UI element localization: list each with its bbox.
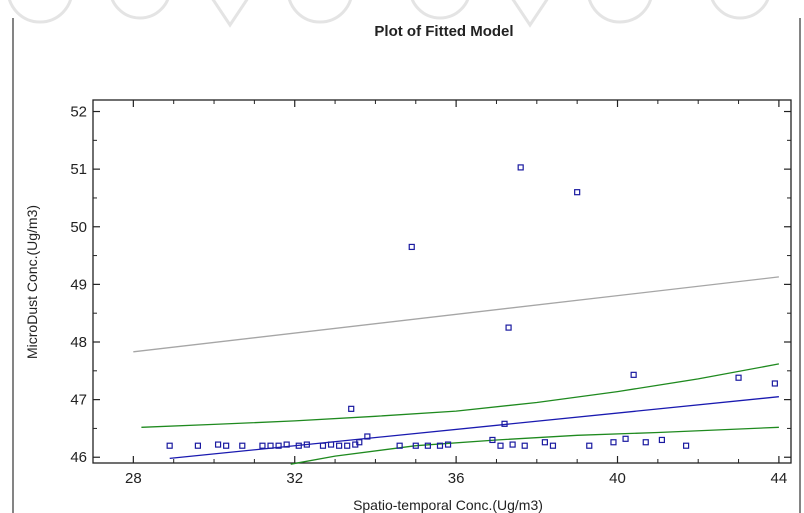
data-point: [771, 380, 778, 387]
data-point: [509, 441, 516, 448]
data-point: [214, 441, 222, 448]
y-tick-label: 47: [70, 392, 87, 409]
data-point: [267, 442, 274, 449]
prediction-upper-line: [133, 276, 779, 353]
data-point: [412, 442, 419, 449]
data-point: [574, 189, 581, 196]
data-point: [642, 439, 649, 446]
data-point: [497, 442, 504, 449]
x-tick-label: 28: [125, 470, 142, 487]
y-axis: 46 47 48 49 50 51 52: [70, 104, 791, 466]
data-point: [489, 436, 496, 444]
data-point: [610, 439, 617, 446]
x-tick-label: 32: [286, 470, 303, 487]
data-point: [424, 442, 431, 449]
data-point: [259, 442, 266, 449]
y-axis-label: MicroDust Conc.(Ug/m3): [24, 205, 40, 359]
data-point: [630, 371, 637, 378]
data-point: [356, 439, 363, 446]
data-point: [239, 442, 246, 449]
data-point: [364, 433, 371, 440]
data-point: [336, 442, 343, 449]
data-point: [166, 442, 173, 449]
data-point: [348, 405, 355, 412]
data-point: [501, 420, 508, 427]
confidence-lower-line: [290, 426, 779, 465]
data-point: [319, 442, 327, 449]
y-tick-label: 46: [70, 449, 87, 466]
chart-title: Plot of Fitted Model: [374, 23, 513, 40]
x-tick-label: 36: [448, 470, 465, 487]
x-axis: 28 32 36 40 44: [92, 100, 788, 487]
data-point: [295, 442, 302, 449]
x-axis-label: Spatio-temporal Conc.(Ug/m3): [353, 497, 543, 513]
data-point: [283, 441, 290, 448]
data-point: [517, 164, 524, 171]
data-point: [223, 442, 230, 449]
data-point: [505, 324, 512, 331]
data-point: [344, 442, 351, 449]
data-point: [682, 442, 690, 449]
data-point: [194, 442, 202, 449]
data-point: [735, 374, 742, 381]
fitted-line: [169, 396, 779, 460]
y-tick-label: 52: [70, 104, 87, 121]
y-tick-label: 51: [70, 161, 87, 178]
watermark-logo: [8, 0, 770, 28]
data-point: [541, 439, 548, 446]
data-point: [275, 442, 282, 449]
data-point: [444, 441, 452, 448]
data-point: [549, 442, 557, 449]
data-point: [327, 441, 335, 448]
data-points: [166, 164, 778, 449]
data-point: [521, 442, 528, 449]
confidence-upper-line: [141, 363, 780, 428]
x-tick-label: 40: [609, 470, 626, 487]
data-point: [396, 442, 403, 449]
y-tick-label: 48: [70, 334, 87, 351]
y-tick-label: 49: [70, 276, 87, 293]
x-tick-label: 44: [771, 470, 788, 487]
data-point: [436, 442, 444, 449]
y-tick-label: 50: [70, 219, 87, 236]
fitted-lines: [133, 276, 780, 465]
plot-area: [92, 99, 792, 464]
data-point: [586, 442, 593, 449]
data-point: [408, 243, 415, 251]
data-point: [303, 441, 310, 448]
data-point: [622, 435, 629, 442]
data-point: [658, 436, 665, 444]
